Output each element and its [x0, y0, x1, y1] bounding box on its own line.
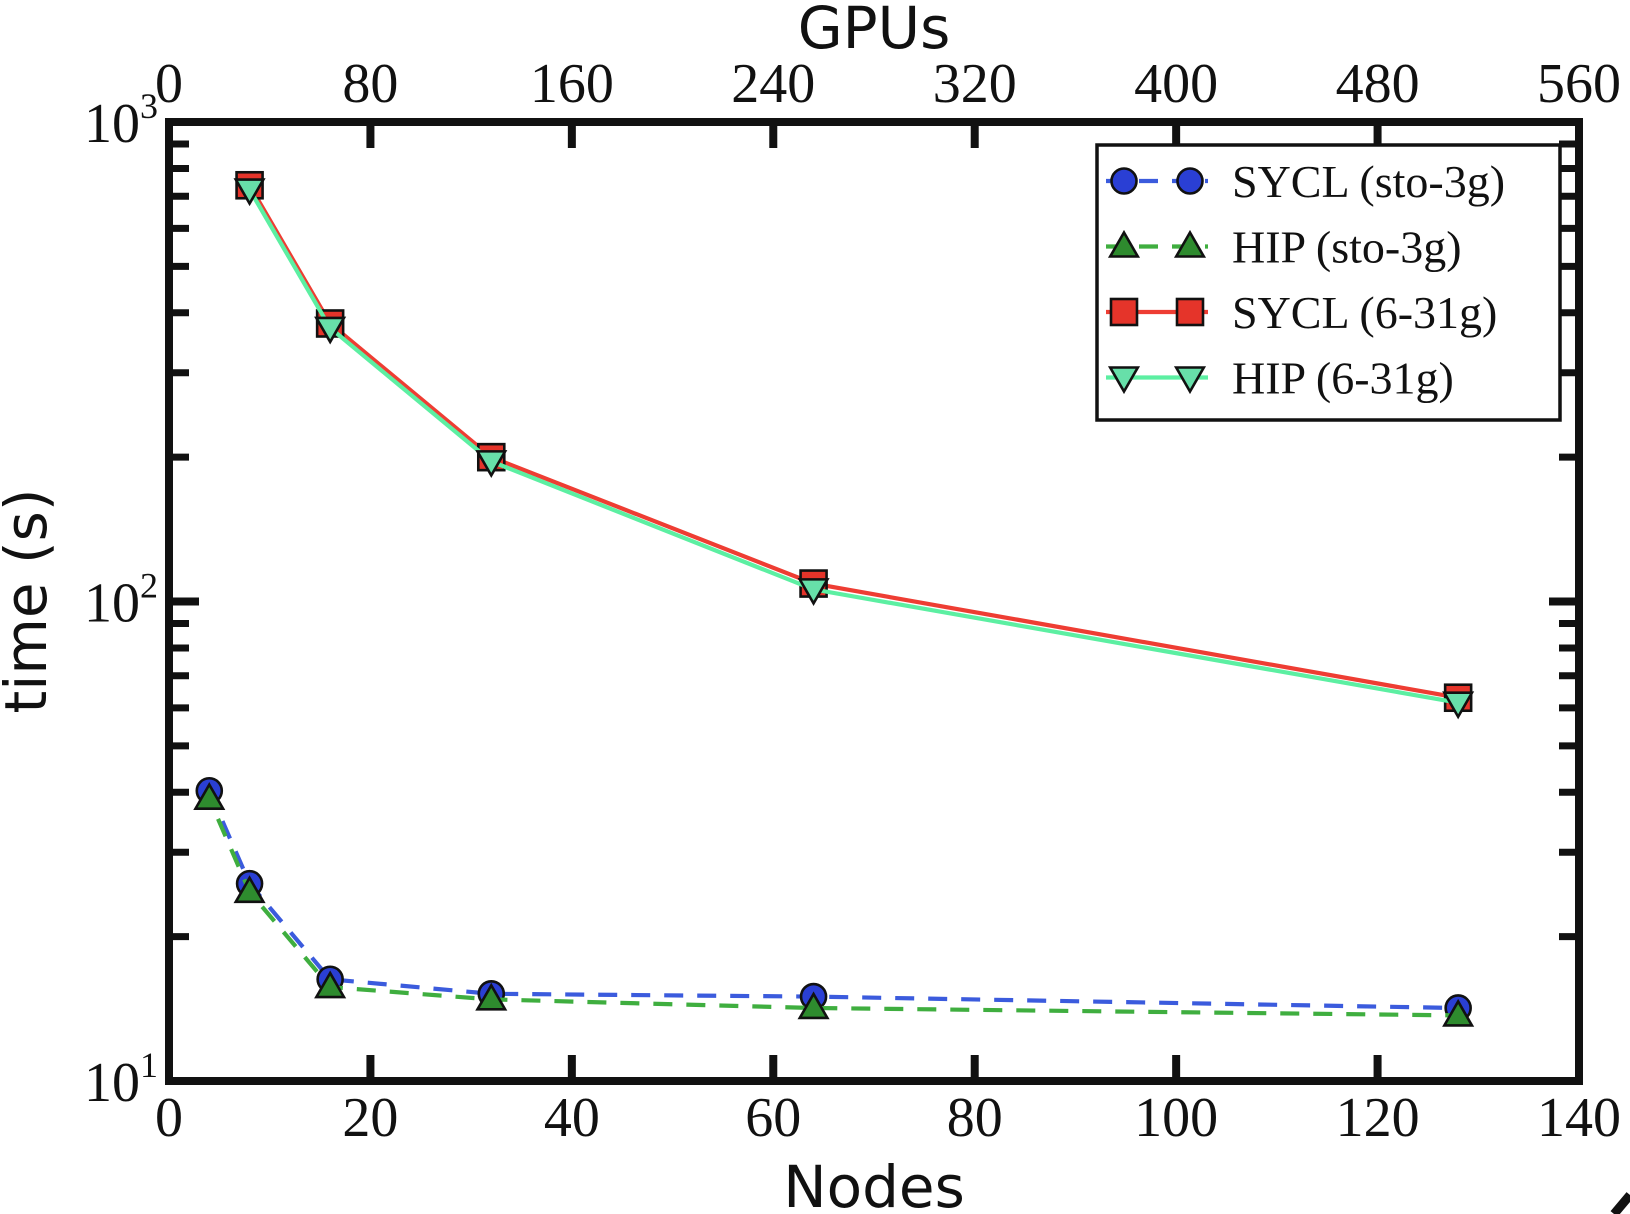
marker-triangle-up — [314, 970, 347, 999]
marker-triangle-down — [1107, 366, 1141, 395]
x-tick-label: 0 — [155, 1087, 183, 1149]
legend-label-1: HIP (sto-3g) — [1232, 222, 1462, 273]
y-axis-title: time (s) — [0, 489, 60, 714]
x-tick-label: 100 — [1134, 1087, 1218, 1149]
marker-triangle-down — [475, 450, 508, 478]
y-tick-label: 103 — [84, 86, 158, 155]
marker-triangle-up — [475, 982, 508, 1011]
top-tick-label: 160 — [530, 53, 614, 115]
marker-triangle-up — [193, 782, 226, 810]
top-tick-label: 80 — [342, 53, 398, 115]
marker-triangle-down — [1442, 691, 1475, 720]
x-tick-label: 140 — [1537, 1087, 1621, 1149]
plot-border — [165, 118, 1583, 1085]
marker-triangle-up — [233, 875, 266, 904]
marker-triangle-down — [797, 578, 830, 606]
legend-label-2: SYCL (6-31g) — [1232, 287, 1497, 338]
legend-box — [1095, 143, 1562, 422]
x-tick-label: 20 — [342, 1087, 398, 1149]
x-tick-label: 60 — [745, 1087, 801, 1149]
x-tick-label: 40 — [544, 1087, 600, 1149]
marker-triangle-down — [233, 178, 266, 207]
marker-circle — [1110, 167, 1138, 195]
legend-label-3: HIP (6-31g) — [1232, 353, 1454, 404]
x-tick-label: 120 — [1336, 1087, 1420, 1149]
marker-square — [1175, 297, 1205, 327]
marker-triangle-up — [1442, 998, 1475, 1027]
top-tick-label: 560 — [1537, 53, 1621, 115]
top-tick-label: 320 — [933, 53, 1017, 115]
legend-group: SYCL (sto-3g) HIP (sto-3g) SYCL (6-31g) HIP… — [1095, 143, 1562, 422]
marker-triangle-up — [1107, 229, 1141, 258]
top-tick-label: 400 — [1134, 53, 1218, 115]
x-tick-label: 80 — [947, 1087, 1003, 1149]
series-line-0 — [207, 789, 1459, 1011]
y-tick-label: 101 — [84, 1045, 158, 1114]
series-line-1 — [207, 797, 1459, 1018]
marker-triangle-up — [1173, 229, 1207, 258]
marker-circle — [1176, 167, 1204, 195]
corner-artifact — [1610, 1192, 1630, 1214]
legend-label-0: SYCL (sto-3g) — [1232, 156, 1505, 207]
marker-triangle-down — [314, 316, 347, 345]
marker-square — [1109, 297, 1139, 327]
axis-ticks-group: 0 20 40 60 80 100 120 140 0 80 160 240 320 400 480 560 1… — [84, 53, 1621, 1149]
marker-triangle-down — [1173, 366, 1207, 395]
data-series-group — [193, 170, 1475, 1027]
marker-triangle-up — [797, 991, 830, 1020]
x-axis-title: Nodes — [783, 1153, 965, 1214]
top-tick-label: 0 — [155, 53, 183, 115]
top-axis-title: GPUs — [798, 0, 951, 62]
top-tick-label: 240 — [731, 53, 815, 115]
y-tick-label: 102 — [84, 566, 158, 635]
top-tick-label: 480 — [1336, 53, 1420, 115]
